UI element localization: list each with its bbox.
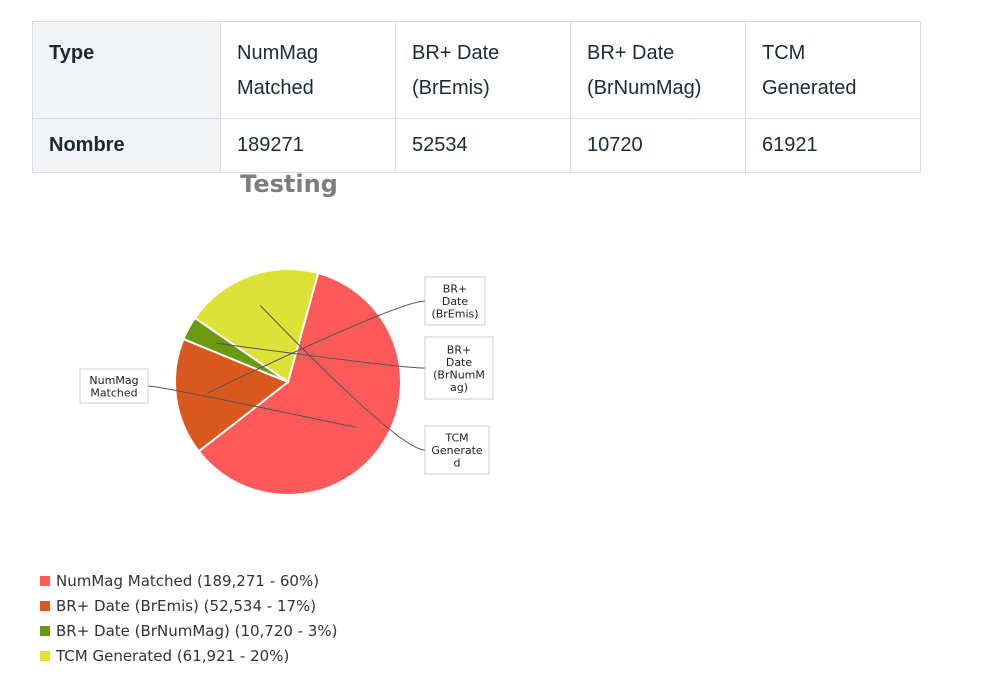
- table-row-label: Nombre: [32, 118, 221, 173]
- callout-label-br-date-brnummag: BR+: [447, 343, 471, 356]
- table-header-nummag: NumMag Matched: [220, 21, 396, 119]
- callout-label-br-date-brnummag: Date: [446, 356, 473, 369]
- callout-box-tcm-generated: [424, 425, 490, 475]
- legend-swatch-br-date-brnummag: [40, 626, 50, 636]
- table-cell: 61921: [745, 118, 921, 173]
- callout-label-tcm-generated: Generate: [431, 444, 483, 457]
- legend-label-br-date-brnummag: BR+ Date (BrNumMag) (10,720 - 3%): [56, 622, 338, 640]
- pie-slice-br-date-bremis: [174, 337, 290, 453]
- callout-line-br-date-bremis: [207, 300, 426, 394]
- callout-label-nummag-matched: Matched: [90, 386, 137, 399]
- chart-title: Testing: [240, 170, 338, 198]
- table-header-type: Type: [32, 21, 221, 119]
- callout-box-br-date-brnummag: [424, 336, 494, 400]
- callout-line-tcm-generated: [259, 305, 426, 451]
- callout-label-br-date-bremis: Date: [442, 295, 469, 308]
- legend-swatch-nummag-matched: [40, 576, 50, 586]
- pie-slice-tcm-generated: [193, 268, 320, 384]
- table-cell: 189271: [220, 118, 396, 173]
- legend-label-nummag-matched: NumMag Matched (189,271 - 60%): [56, 572, 319, 590]
- table-header-brnummag: BR+ Date (BrNumMag): [570, 21, 746, 119]
- data-table: Type NumMag Matched BR+ Date (BrEmis) BR…: [32, 21, 921, 173]
- legend-swatch-tcm-generated: [40, 651, 50, 661]
- callout-label-br-date-brnummag: ag): [450, 381, 468, 394]
- legend-label-br-date-bremis: BR+ Date (BrEmis) (52,534 - 17%): [56, 597, 316, 615]
- callout-label-tcm-generated: TCM: [444, 432, 468, 445]
- pie-slice-nummag-matched: [197, 271, 402, 496]
- table-header-bremis: BR+ Date (BrEmis): [395, 21, 571, 119]
- callout-line-br-date-brnummag: [216, 342, 426, 369]
- pie-chart: Testing NumMagMatchedBR+Date(BrEmis)BR+D…: [40, 170, 494, 665]
- pie-callouts: NumMagMatchedBR+Date(BrEmis)BR+Date(BrNu…: [79, 276, 494, 475]
- table-header-row: Type NumMag Matched BR+ Date (BrEmis) BR…: [32, 21, 921, 119]
- callout-box-br-date-bremis: [424, 276, 486, 326]
- legend-swatch-br-date-bremis: [40, 601, 50, 611]
- table-cell: 52534: [395, 118, 571, 173]
- callout-box-nummag-matched: [79, 368, 149, 404]
- table-row: Nombre 189271 52534 10720 61921: [32, 118, 921, 173]
- table-cell: 10720: [570, 118, 746, 173]
- callout-label-nummag-matched: NumMag: [89, 374, 138, 387]
- pie-slices: [174, 268, 402, 496]
- chart-legend: NumMag Matched (189,271 - 60%) BR+ Date (…: [40, 572, 338, 665]
- legend-label-tcm-generated: TCM Generated (61,921 - 20%): [55, 647, 289, 665]
- callout-label-br-date-brnummag: (BrNumM: [433, 368, 485, 381]
- table-header-tcm: TCM Generated: [745, 21, 921, 119]
- callout-label-br-date-bremis: (BrEmis): [431, 308, 478, 321]
- callout-label-tcm-generated: d: [454, 457, 461, 470]
- callout-label-br-date-bremis: BR+: [443, 283, 467, 296]
- callout-line-nummag-matched: [147, 385, 356, 428]
